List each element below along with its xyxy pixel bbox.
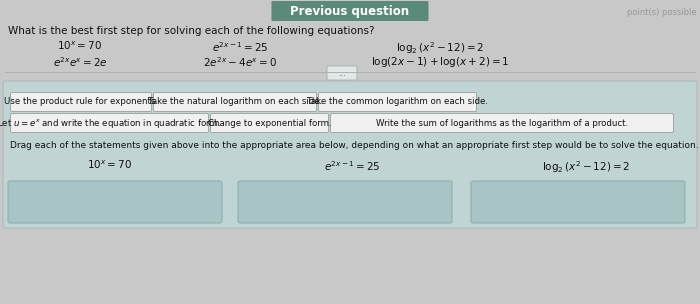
FancyBboxPatch shape bbox=[10, 92, 151, 112]
Text: Write the sum of logarithms as the logarithm of a product.: Write the sum of logarithms as the logar… bbox=[376, 119, 628, 127]
FancyBboxPatch shape bbox=[3, 81, 697, 228]
Text: Take the natural logarithm on each side.: Take the natural logarithm on each side. bbox=[148, 98, 322, 106]
FancyBboxPatch shape bbox=[238, 181, 452, 223]
FancyBboxPatch shape bbox=[10, 113, 209, 133]
Text: What is the best first step for solving each of the following equations?: What is the best first step for solving … bbox=[8, 26, 374, 36]
FancyBboxPatch shape bbox=[211, 113, 328, 133]
Text: Use the product rule for exponents.: Use the product rule for exponents. bbox=[4, 98, 158, 106]
FancyBboxPatch shape bbox=[318, 92, 477, 112]
Text: $\log(2x-1) + \log(x+2) = 1$: $\log(2x-1) + \log(x+2) = 1$ bbox=[371, 55, 510, 69]
Text: $e^{2x-1} = 25$: $e^{2x-1} = 25$ bbox=[323, 159, 380, 173]
FancyBboxPatch shape bbox=[327, 66, 357, 80]
Text: $e^{2x-1} = 25$: $e^{2x-1} = 25$ bbox=[211, 40, 268, 54]
Text: point(s) possible: point(s) possible bbox=[627, 8, 697, 17]
FancyBboxPatch shape bbox=[471, 181, 685, 223]
Text: Change to exponential form.: Change to exponential form. bbox=[208, 119, 331, 127]
Text: Drag each of the statements given above into the appropriate area below, dependi: Drag each of the statements given above … bbox=[10, 141, 699, 150]
Text: ...: ... bbox=[338, 68, 346, 78]
Text: $\log_2(x^2 - 12) = 2$: $\log_2(x^2 - 12) = 2$ bbox=[542, 159, 630, 175]
FancyBboxPatch shape bbox=[272, 1, 428, 21]
FancyBboxPatch shape bbox=[8, 181, 222, 223]
Text: $\log_2(x^2 - 12) = 2$: $\log_2(x^2 - 12) = 2$ bbox=[395, 40, 484, 56]
Text: Previous question: Previous question bbox=[290, 5, 410, 18]
Text: $e^{2x} e^x = 2e$: $e^{2x} e^x = 2e$ bbox=[52, 55, 107, 69]
Text: Take the common logarithm on each side.: Take the common logarithm on each side. bbox=[307, 98, 488, 106]
Text: Let $u = e^x$ and write the equation in quadratic form.: Let $u = e^x$ and write the equation in … bbox=[0, 116, 221, 130]
FancyBboxPatch shape bbox=[153, 92, 316, 112]
Text: $10^x = 70$: $10^x = 70$ bbox=[57, 40, 103, 52]
Text: $10^x = 70$: $10^x = 70$ bbox=[88, 159, 132, 171]
Text: $2e^{2x} - 4e^x = 0$: $2e^{2x} - 4e^x = 0$ bbox=[203, 55, 277, 69]
FancyBboxPatch shape bbox=[330, 113, 673, 133]
